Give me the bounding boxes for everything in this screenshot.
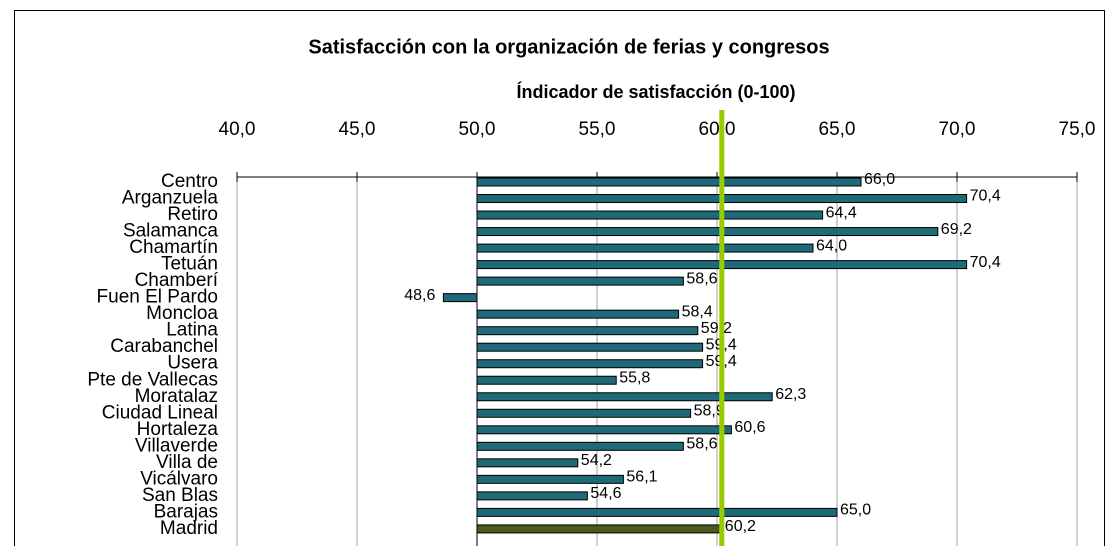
bar — [476, 474, 624, 484]
bar — [476, 524, 723, 534]
chart-title: Satisfacción con la organización de feri… — [308, 36, 829, 58]
bar — [476, 326, 699, 336]
y-tick-label: Villa de — [156, 452, 218, 473]
y-tick-label: Hortaleza — [137, 419, 219, 440]
bar — [476, 491, 588, 501]
y-tick-label: Carabanchel — [110, 336, 218, 357]
value-label: 48,6 — [404, 287, 435, 304]
value-label: 60,2 — [725, 518, 756, 535]
y-tick-label: Villaverde — [135, 435, 218, 456]
bar — [476, 276, 684, 286]
value-label: 55,8 — [619, 369, 650, 386]
bar — [476, 392, 773, 402]
x-tick-label: 65,0 — [819, 119, 856, 140]
bar — [476, 210, 824, 220]
y-tick-label: Centro — [161, 171, 218, 192]
value-label: 58,4 — [682, 303, 713, 320]
bar — [476, 507, 838, 517]
bar — [476, 243, 814, 253]
value-label: 54,6 — [590, 485, 621, 502]
y-tick-label: Barajas — [154, 501, 218, 522]
value-label: 70,4 — [970, 188, 1001, 205]
bar — [476, 309, 680, 319]
y-tick-label: Salamanca — [123, 221, 218, 242]
value-label: 56,1 — [626, 469, 657, 486]
value-label: 69,2 — [941, 221, 972, 238]
x-tick-label: 55,0 — [579, 119, 616, 140]
y-tick-label: Moratalaz — [135, 386, 218, 407]
y-tick-label: Latina — [166, 320, 218, 341]
bar — [476, 408, 692, 418]
x-tick-label: 50,0 — [459, 119, 496, 140]
value-label: 54,2 — [581, 452, 612, 469]
bar — [476, 177, 862, 187]
value-label: 66,0 — [864, 171, 895, 188]
value-label: 58,6 — [686, 270, 717, 287]
y-tick-label: Usera — [167, 353, 218, 374]
x-tick-label: 45,0 — [339, 119, 376, 140]
bar — [476, 227, 939, 237]
bar — [476, 458, 579, 468]
y-tick-label: Tetuán — [161, 254, 218, 275]
y-tick-label: Vicálvaro — [140, 468, 218, 489]
y-tick-label: Fuen El Pardo — [97, 287, 218, 308]
y-tick-label: Madrid — [160, 518, 218, 539]
value-label: 62,3 — [775, 386, 806, 403]
bar — [476, 441, 684, 451]
y-tick-label: San Blas — [142, 485, 218, 506]
value-label: 64,0 — [816, 237, 847, 254]
x-tick-label: 75,0 — [1059, 119, 1096, 140]
value-label: 58,6 — [686, 436, 717, 453]
value-label: 65,0 — [840, 502, 871, 519]
bar — [476, 342, 704, 352]
value-label: 64,4 — [826, 204, 857, 221]
bar — [476, 425, 732, 435]
y-tick-label: Arganzuela — [122, 188, 219, 209]
x-tick-label: 70,0 — [939, 119, 976, 140]
x-tick-label: 40,0 — [219, 119, 256, 140]
y-tick-label: Chamartín — [129, 237, 218, 258]
value-label: 58,9 — [694, 402, 725, 419]
y-tick-label: Chamberí — [135, 270, 219, 291]
chart-subtitle: Índicador de satisfacción (0-100) — [516, 81, 795, 102]
y-tick-label: Retiro — [167, 204, 218, 225]
value-label: 70,4 — [970, 254, 1001, 271]
bar — [442, 293, 478, 303]
value-label: 60,6 — [734, 419, 765, 436]
x-tick-label: 60,0 — [699, 119, 736, 140]
y-tick-label: Moncloa — [146, 303, 218, 324]
y-tick-label: Pte de Vallecas — [87, 369, 218, 390]
y-tick-label: Ciudad Lineal — [102, 402, 218, 423]
value-label: 59,2 — [701, 320, 732, 337]
bar — [476, 375, 617, 385]
bar — [476, 359, 704, 369]
